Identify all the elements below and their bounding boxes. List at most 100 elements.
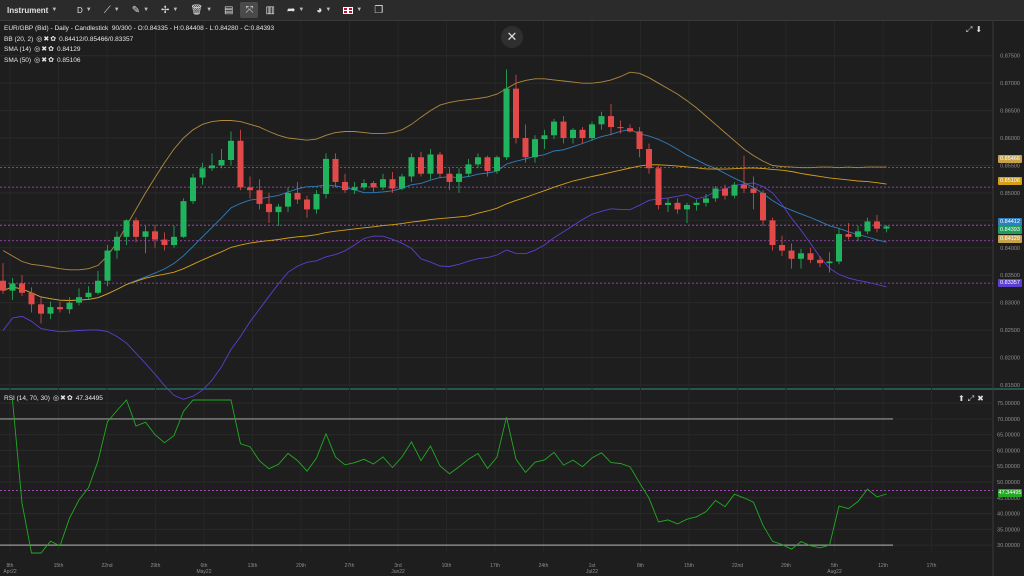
price-axis-label: 0.85500 <box>1000 163 1020 169</box>
trash-icon: 🗑 <box>190 4 204 16</box>
arrow-up-icon[interactable]: ⬆ <box>958 394 965 403</box>
candle-body <box>19 283 25 293</box>
candle-body <box>760 192 766 221</box>
candle-body <box>199 168 206 178</box>
price-axis-label: 0.82500 <box>1000 328 1020 334</box>
gear-icon[interactable]: ✿ <box>50 36 57 43</box>
chevron-down-icon: ▼ <box>356 7 363 13</box>
candle-body <box>228 140 234 160</box>
theme-button[interactable]: ◕ ▼ <box>311 2 336 18</box>
candle-body <box>674 202 681 210</box>
candle-body <box>807 253 814 260</box>
candle-body <box>845 234 852 237</box>
close-icon[interactable]: ✖ <box>977 394 984 403</box>
price-axis-label: 0.86000 <box>1000 136 1020 142</box>
candle-body <box>722 188 728 196</box>
x-axis-label: 8th <box>637 563 644 569</box>
rsi-axis-label: 50.00000 <box>997 480 1020 486</box>
resize-icon[interactable]: ⤢ <box>966 25 973 34</box>
sma50-value: 0.85106 <box>56 57 81 64</box>
resize-icon[interactable]: ⤢ <box>967 394 975 403</box>
candle-body <box>741 184 747 189</box>
popout-button[interactable]: ❐ <box>369 2 388 18</box>
close-icon[interactable]: ✖ <box>60 395 66 402</box>
share-button[interactable]: ➦ ▼ <box>282 2 309 18</box>
rsi-axis-label: 55.00000 <box>997 464 1020 470</box>
shape-tools-button[interactable]: ✢ ▼ <box>156 2 183 18</box>
candle-body <box>0 280 6 291</box>
x-axis-month-label: Aug22 <box>827 569 842 575</box>
candle-body <box>266 203 272 213</box>
candle-body <box>636 131 643 150</box>
candle-body <box>446 173 453 182</box>
price-chart[interactable]: 0.87500 0.87000 0.86500 0.86000 0.85500 0.850… <box>0 21 1024 576</box>
close-icon[interactable]: ✖ <box>43 36 50 43</box>
candle-body <box>598 116 605 125</box>
rsi-axis-label: 40.00000 <box>997 512 1020 518</box>
rsi-axis-label: 45.00000 <box>997 496 1020 502</box>
candle-body <box>9 283 16 291</box>
candle-body <box>237 140 244 188</box>
gear-icon[interactable]: ✿ <box>48 57 54 64</box>
x-axis-label: 5th <box>831 563 838 569</box>
chevron-down-icon: ▼ <box>298 7 305 13</box>
share-arrow-icon: ➦ <box>286 4 296 16</box>
candle-body <box>855 231 861 237</box>
close-chart-button[interactable]: ✕ <box>501 26 523 48</box>
pencil-tools-button[interactable]: ✎ ▼ <box>127 2 154 18</box>
eye-icon[interactable]: ◎ <box>36 36 43 43</box>
candle-body <box>66 302 73 310</box>
fullscreen-button[interactable]: ⤧ <box>240 2 259 18</box>
bb-legend: BB (20, 2) ◎ ✖ ✿ 0.84412/0.85466/0.83357 <box>4 36 133 43</box>
main-panel-controls: ⤢ ⬇ <box>966 25 982 35</box>
instrument-dropdown[interactable]: Instrument ▼ <box>2 2 70 18</box>
chart-type-button[interactable]: ▥ <box>260 2 279 18</box>
candle-body <box>655 168 662 205</box>
x-axis-label: 8th <box>7 563 14 569</box>
candle-body <box>769 220 776 246</box>
eye-icon[interactable]: ◎ <box>52 395 59 402</box>
layout-button[interactable]: ▤ <box>219 2 238 18</box>
candle-body <box>171 236 177 246</box>
close-icon[interactable]: ✖ <box>41 46 48 53</box>
candle-body <box>551 121 557 136</box>
candle-body <box>693 202 700 205</box>
chevron-down-icon: ▼ <box>113 7 120 13</box>
eye-icon[interactable]: ◎ <box>34 57 41 64</box>
timeframe-dropdown[interactable]: D ▼ <box>72 2 97 18</box>
candle-body <box>294 192 301 200</box>
main-title: EUR/GBP (Bid) - Daily - Candlestick <box>4 25 109 32</box>
arrow-down-icon[interactable]: ⬇ <box>975 25 983 34</box>
price-axis-label: 0.87500 <box>1000 54 1020 60</box>
x-axis-label: 27th <box>345 563 355 569</box>
x-axis-label: 10th <box>442 563 452 569</box>
language-button[interactable]: ▼ <box>338 2 367 18</box>
close-icon[interactable]: ✖ <box>41 57 48 64</box>
candle-body <box>427 154 434 174</box>
candle-body <box>418 157 424 174</box>
x-axis-label: 29th <box>781 563 791 569</box>
candle-body <box>560 121 567 139</box>
sma14-value: 0.84129 <box>56 46 81 53</box>
rsi-panel-controls: ⬆ ⤢ ✖ <box>958 394 984 404</box>
candle-body <box>703 198 709 203</box>
candle-body <box>133 220 139 237</box>
main-values: 90/300 - O:0.84335 - H:0.84408 - L:0.842… <box>111 25 275 32</box>
candle-body <box>152 231 158 240</box>
drawing-tools-button[interactable]: ⟋ ▼ <box>99 2 125 18</box>
eye-icon[interactable]: ◎ <box>34 46 41 53</box>
expand-icon: ⤧ <box>245 4 254 16</box>
candle-body <box>456 173 462 182</box>
candle-body <box>646 149 652 169</box>
gear-icon[interactable]: ✿ <box>66 395 73 402</box>
candle-body <box>47 307 54 314</box>
candle-body <box>85 292 92 298</box>
candle-body <box>180 201 187 237</box>
delete-tools-button[interactable]: 🗑 ▼ <box>185 2 217 18</box>
gear-icon[interactable]: ✿ <box>48 46 54 53</box>
line-tool-icon: ⟋ <box>103 4 111 16</box>
candle-body <box>399 176 405 189</box>
sma14-line <box>2 129 887 301</box>
rsi-line <box>12 399 887 554</box>
candle-body <box>123 220 130 237</box>
